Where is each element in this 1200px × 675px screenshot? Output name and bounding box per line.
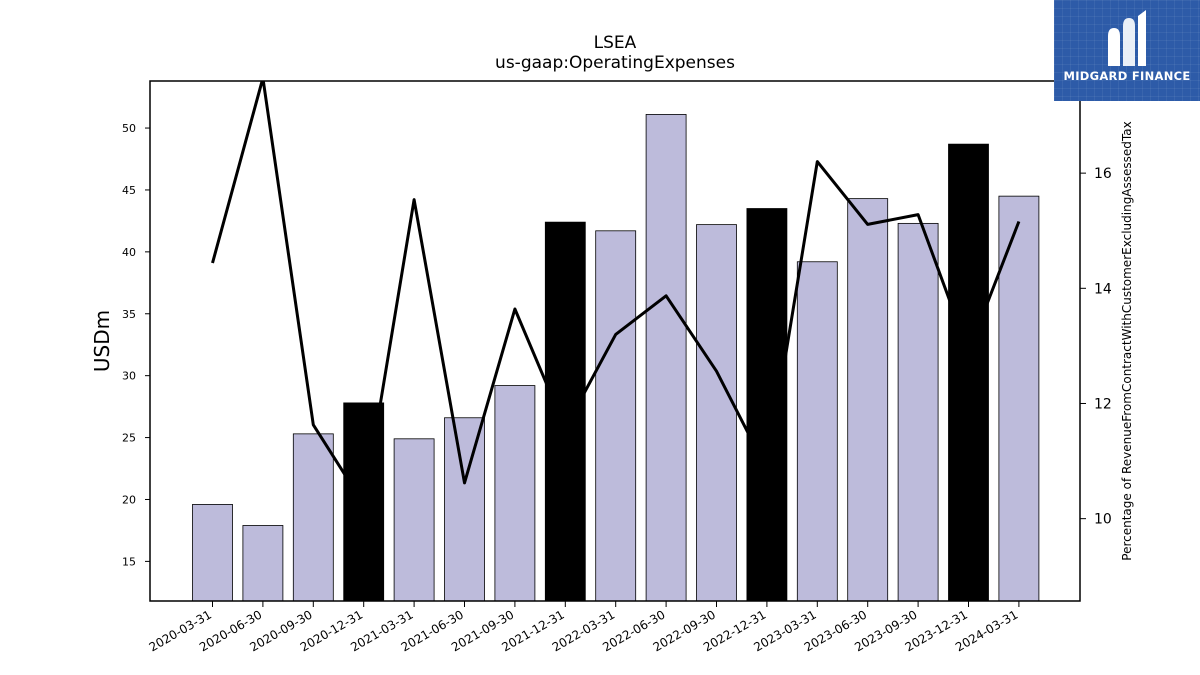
y2-tick-label-10: 10 bbox=[1094, 512, 1112, 528]
y2-axis-label: Percentage of RevenueFromContractWithCus… bbox=[1120, 121, 1134, 560]
bar-2021-06-30 bbox=[444, 417, 485, 602]
y-tick-label-50: 50 bbox=[122, 122, 136, 135]
y-axis-label: USDm bbox=[90, 310, 114, 372]
line-layer bbox=[211, 81, 1021, 506]
bar-2022-06-30 bbox=[645, 114, 687, 602]
brand-logo: MIDGARD FINANCE bbox=[1054, 0, 1200, 101]
bar-2022-12-31 bbox=[746, 208, 788, 602]
bar-2020-09-30 bbox=[292, 433, 334, 602]
y-tick-label-25: 25 bbox=[122, 432, 136, 445]
chart-title: LSEA bbox=[594, 33, 637, 53]
bar-2021-03-31 bbox=[393, 438, 435, 602]
bar-2023-03-31 bbox=[796, 261, 838, 602]
bar-2024-03-31 bbox=[998, 195, 1040, 602]
bars-layer bbox=[192, 114, 1040, 602]
bar-2020-06-30 bbox=[242, 525, 284, 602]
y2-tick-label-16: 16 bbox=[1094, 166, 1112, 182]
bar-2023-09-30 bbox=[897, 222, 939, 602]
y-axis-right: 10 12 14 16 bbox=[1080, 166, 1112, 528]
bar-2023-12-31 bbox=[948, 143, 989, 602]
bar-2021-09-30 bbox=[494, 385, 536, 602]
bar-2022-03-31 bbox=[595, 230, 637, 602]
percentage-line bbox=[211, 81, 1021, 506]
x-axis: 2020-03-312020-06-302020-09-302020-12-31… bbox=[147, 601, 1020, 654]
y2-tick-label-14: 14 bbox=[1094, 281, 1112, 297]
bar-2023-06-30 bbox=[847, 198, 889, 602]
chart-subtitle: us-gaap:OperatingExpenses bbox=[495, 53, 735, 73]
y-tick-label-35: 35 bbox=[122, 308, 136, 321]
y-tick-label-30: 30 bbox=[122, 370, 136, 383]
logo-text: MIDGARD FINANCE bbox=[1063, 69, 1191, 83]
bar-2022-09-30 bbox=[696, 224, 737, 602]
bar-2020-03-31 bbox=[192, 504, 233, 602]
y-tick-label-45: 45 bbox=[122, 184, 136, 197]
y-tick-label-20: 20 bbox=[122, 493, 136, 506]
logo-mark-icon bbox=[1108, 10, 1146, 66]
y-tick-label-15: 15 bbox=[122, 555, 136, 568]
plot-frame bbox=[149, 80, 1081, 602]
y2-tick-label-12: 12 bbox=[1094, 396, 1112, 412]
y-tick-label-40: 40 bbox=[122, 246, 136, 259]
y-axis-left: 15 20 25 30 35 40 45 50 bbox=[122, 122, 150, 568]
bar-2021-12-31 bbox=[544, 221, 586, 602]
